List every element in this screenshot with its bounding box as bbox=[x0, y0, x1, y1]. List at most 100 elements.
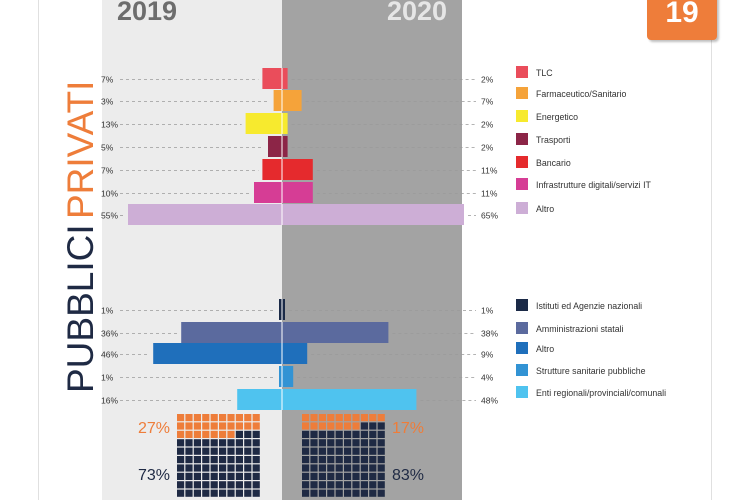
waffle-cell bbox=[235, 456, 243, 464]
waffle-cell bbox=[235, 439, 243, 447]
waffle-cell bbox=[318, 414, 326, 422]
waffle-cell bbox=[252, 422, 260, 430]
legend-swatch bbox=[516, 87, 528, 99]
waffle-cell bbox=[227, 481, 235, 489]
bar-2019 bbox=[262, 159, 282, 180]
waffle-cell bbox=[177, 456, 185, 464]
value-label-2019: 7% bbox=[101, 75, 114, 85]
year-2019-label: 2019 bbox=[117, 0, 178, 26]
bar-2020 bbox=[282, 90, 302, 111]
waffle-cell bbox=[310, 447, 318, 455]
bar-2019 bbox=[268, 136, 282, 157]
waffle-cell bbox=[227, 456, 235, 464]
value-label-2020: 38% bbox=[481, 329, 498, 339]
waffle-cell bbox=[193, 464, 201, 472]
waffle-pubblici-label: 73% bbox=[138, 467, 170, 484]
waffle-cell bbox=[344, 456, 352, 464]
waffle-cell bbox=[185, 472, 193, 480]
waffle-cell bbox=[235, 472, 243, 480]
waffle-cell bbox=[185, 464, 193, 472]
legend-label: Infrastrutture digitali/servizi IT bbox=[536, 180, 652, 190]
waffle-cell bbox=[352, 489, 360, 497]
value-label-2019: 1% bbox=[101, 306, 114, 316]
waffle-cell bbox=[369, 464, 377, 472]
waffle-cell bbox=[177, 422, 185, 430]
waffle-cell bbox=[210, 481, 218, 489]
waffle-cell bbox=[219, 456, 227, 464]
value-label-2019: 46% bbox=[101, 350, 118, 360]
waffle-cell bbox=[219, 447, 227, 455]
waffle-cell bbox=[252, 481, 260, 489]
value-label-2020: 65% bbox=[481, 211, 498, 221]
waffle-cell bbox=[377, 481, 385, 489]
waffle-cell bbox=[219, 464, 227, 472]
waffle-cell bbox=[302, 422, 310, 430]
waffle-cell bbox=[318, 456, 326, 464]
legend-label: Bancario bbox=[536, 158, 571, 168]
waffle-cell bbox=[185, 422, 193, 430]
waffle-cell bbox=[377, 447, 385, 455]
value-label-2019: 7% bbox=[101, 166, 114, 176]
legend-swatch bbox=[516, 299, 528, 311]
waffle-cell bbox=[252, 472, 260, 480]
waffle-cell bbox=[302, 430, 310, 438]
waffle-cell bbox=[318, 489, 326, 497]
waffle-cell bbox=[377, 472, 385, 480]
bar-2020 bbox=[282, 136, 288, 157]
waffle-cell bbox=[227, 472, 235, 480]
bar-2020 bbox=[282, 204, 464, 225]
waffle-cell bbox=[252, 447, 260, 455]
page-border-left bbox=[38, 0, 39, 500]
waffle-privati-label: 17% bbox=[392, 420, 424, 437]
waffle-cell bbox=[327, 464, 335, 472]
waffle-cell bbox=[310, 430, 318, 438]
waffle-cell bbox=[369, 472, 377, 480]
waffle-cell bbox=[318, 422, 326, 430]
value-label-2019: 3% bbox=[101, 97, 114, 107]
waffle-cell bbox=[327, 422, 335, 430]
waffle-cell bbox=[318, 481, 326, 489]
waffle-cell bbox=[244, 439, 252, 447]
legend-label: Farmaceutico/Sanitario bbox=[536, 89, 627, 99]
waffle-cell bbox=[360, 472, 368, 480]
bar-2020 bbox=[282, 182, 313, 203]
waffle-cell bbox=[369, 456, 377, 464]
waffle-cell bbox=[352, 464, 360, 472]
waffle-cell bbox=[185, 430, 193, 438]
waffle-cell bbox=[227, 439, 235, 447]
legend-swatch bbox=[516, 156, 528, 168]
page-border-right bbox=[711, 40, 712, 500]
legend-swatch bbox=[516, 202, 528, 214]
waffle-cell bbox=[369, 439, 377, 447]
legend-label: Trasporti bbox=[536, 135, 570, 145]
waffle-cell bbox=[327, 456, 335, 464]
value-label-2020: 2% bbox=[481, 75, 494, 85]
value-label-2020: 1% bbox=[481, 306, 494, 316]
waffle-cell bbox=[335, 439, 343, 447]
waffle-cell bbox=[310, 472, 318, 480]
waffle-cell bbox=[185, 447, 193, 455]
page-number-badge: 19 bbox=[647, 0, 717, 40]
waffle-cell bbox=[327, 439, 335, 447]
bar-2019 bbox=[254, 182, 282, 203]
waffle-cell bbox=[377, 456, 385, 464]
waffle-cell bbox=[377, 414, 385, 422]
waffle-cell bbox=[219, 439, 227, 447]
waffle-cell bbox=[318, 439, 326, 447]
value-label-2020: 4% bbox=[481, 373, 494, 383]
value-label-2020: 48% bbox=[481, 396, 498, 406]
waffle-cell bbox=[219, 430, 227, 438]
waffle-cell bbox=[327, 430, 335, 438]
waffle-cell bbox=[244, 481, 252, 489]
waffle-cell bbox=[227, 447, 235, 455]
waffle-cell bbox=[193, 422, 201, 430]
bar-2020 bbox=[282, 159, 313, 180]
waffle-cell bbox=[302, 456, 310, 464]
waffle-cell bbox=[302, 439, 310, 447]
waffle-cell bbox=[335, 481, 343, 489]
bar-2020 bbox=[282, 389, 417, 410]
waffle-cell bbox=[352, 481, 360, 489]
waffle-cell bbox=[210, 489, 218, 497]
legend-swatch bbox=[516, 322, 528, 334]
